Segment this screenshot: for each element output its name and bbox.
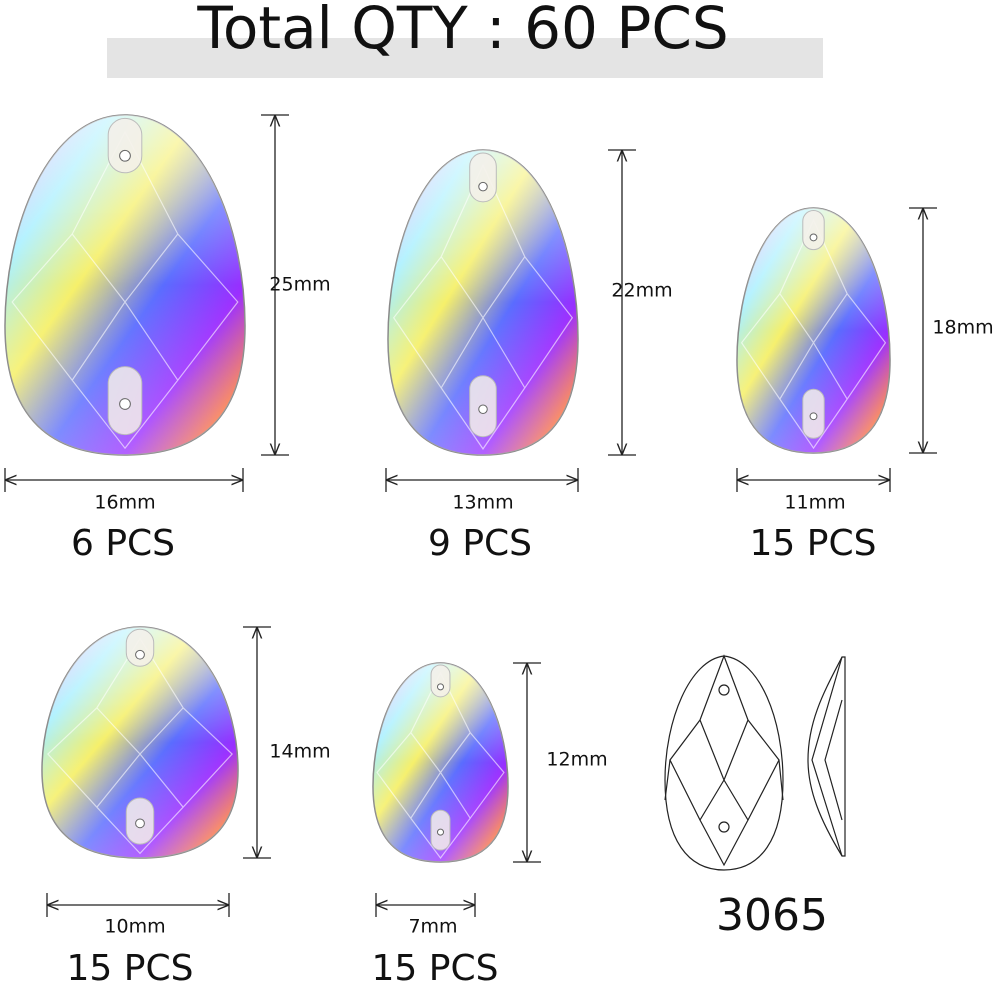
width-label: 16mm [94,492,155,514]
crystal [387,149,579,456]
crystal [41,626,239,859]
hole [478,181,488,192]
hole [478,404,488,415]
model-number: 3065 [716,890,828,941]
height-label: 18mm [932,317,993,339]
hole [119,149,131,162]
quantity-label: 15 PCS [750,523,877,564]
width-label: 13mm [452,492,513,514]
width-label: 11mm [784,492,845,514]
hole [809,412,818,421]
crystal-shine [388,150,578,455]
line-drawing [664,654,846,871]
crystal-shine [5,115,245,455]
title-band [107,38,823,78]
hole [119,398,131,410]
top-hole [430,664,451,698]
title: Total QTY : 60 PCS [196,0,728,62]
hole [135,649,145,660]
width-label: 7mm [408,916,457,938]
hole [436,683,445,691]
crystal [4,114,246,456]
height-label: 22mm [611,280,672,302]
crystal-shine [42,627,238,858]
height-label: 25mm [269,274,330,296]
hole [809,233,818,242]
hole [436,828,445,836]
quantity-label: 15 PCS [372,948,499,989]
quantity-label: 9 PCS [428,523,532,564]
top-hole [107,117,143,174]
crystal [372,662,509,863]
crystal-shine [737,208,890,453]
hole [135,818,145,829]
crystal-shine [373,663,508,862]
quantity-label: 6 PCS [71,523,175,564]
height-label: 12mm [546,749,607,771]
height-label: 14mm [269,741,330,763]
crystal [736,207,891,454]
top-hole [125,628,155,667]
width-label: 10mm [104,916,165,938]
top-hole [469,152,497,203]
top-hole [802,209,825,251]
quantity-label: 15 PCS [67,948,194,989]
